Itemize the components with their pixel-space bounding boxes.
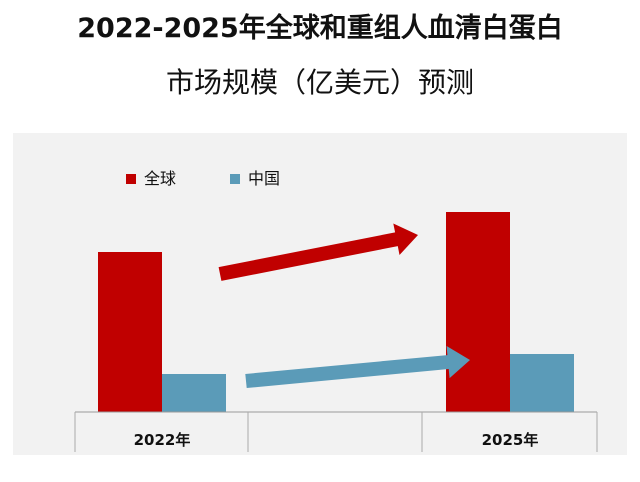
bar-global-1 xyxy=(98,252,162,412)
chart-title-line2: 市场规模（亿美元）预测 xyxy=(165,66,474,99)
x-tick-label-1: 2022年 xyxy=(134,431,191,449)
bar-china-1 xyxy=(162,374,226,412)
legend-label-global: 全球 xyxy=(144,169,176,188)
x-tick-label-2: 2025年 xyxy=(482,431,539,449)
legend-label-china: 中国 xyxy=(248,169,280,188)
legend-swatch-global xyxy=(126,174,136,184)
bar-global-2 xyxy=(446,212,510,412)
growth-arrow-global xyxy=(218,223,418,281)
legend-swatch-china xyxy=(230,174,240,184)
chart-title-line1: 2022-2025年全球和重组人血清白蛋白 xyxy=(77,13,563,44)
bar-china-2 xyxy=(510,354,574,412)
growth-arrow-china xyxy=(245,346,470,388)
